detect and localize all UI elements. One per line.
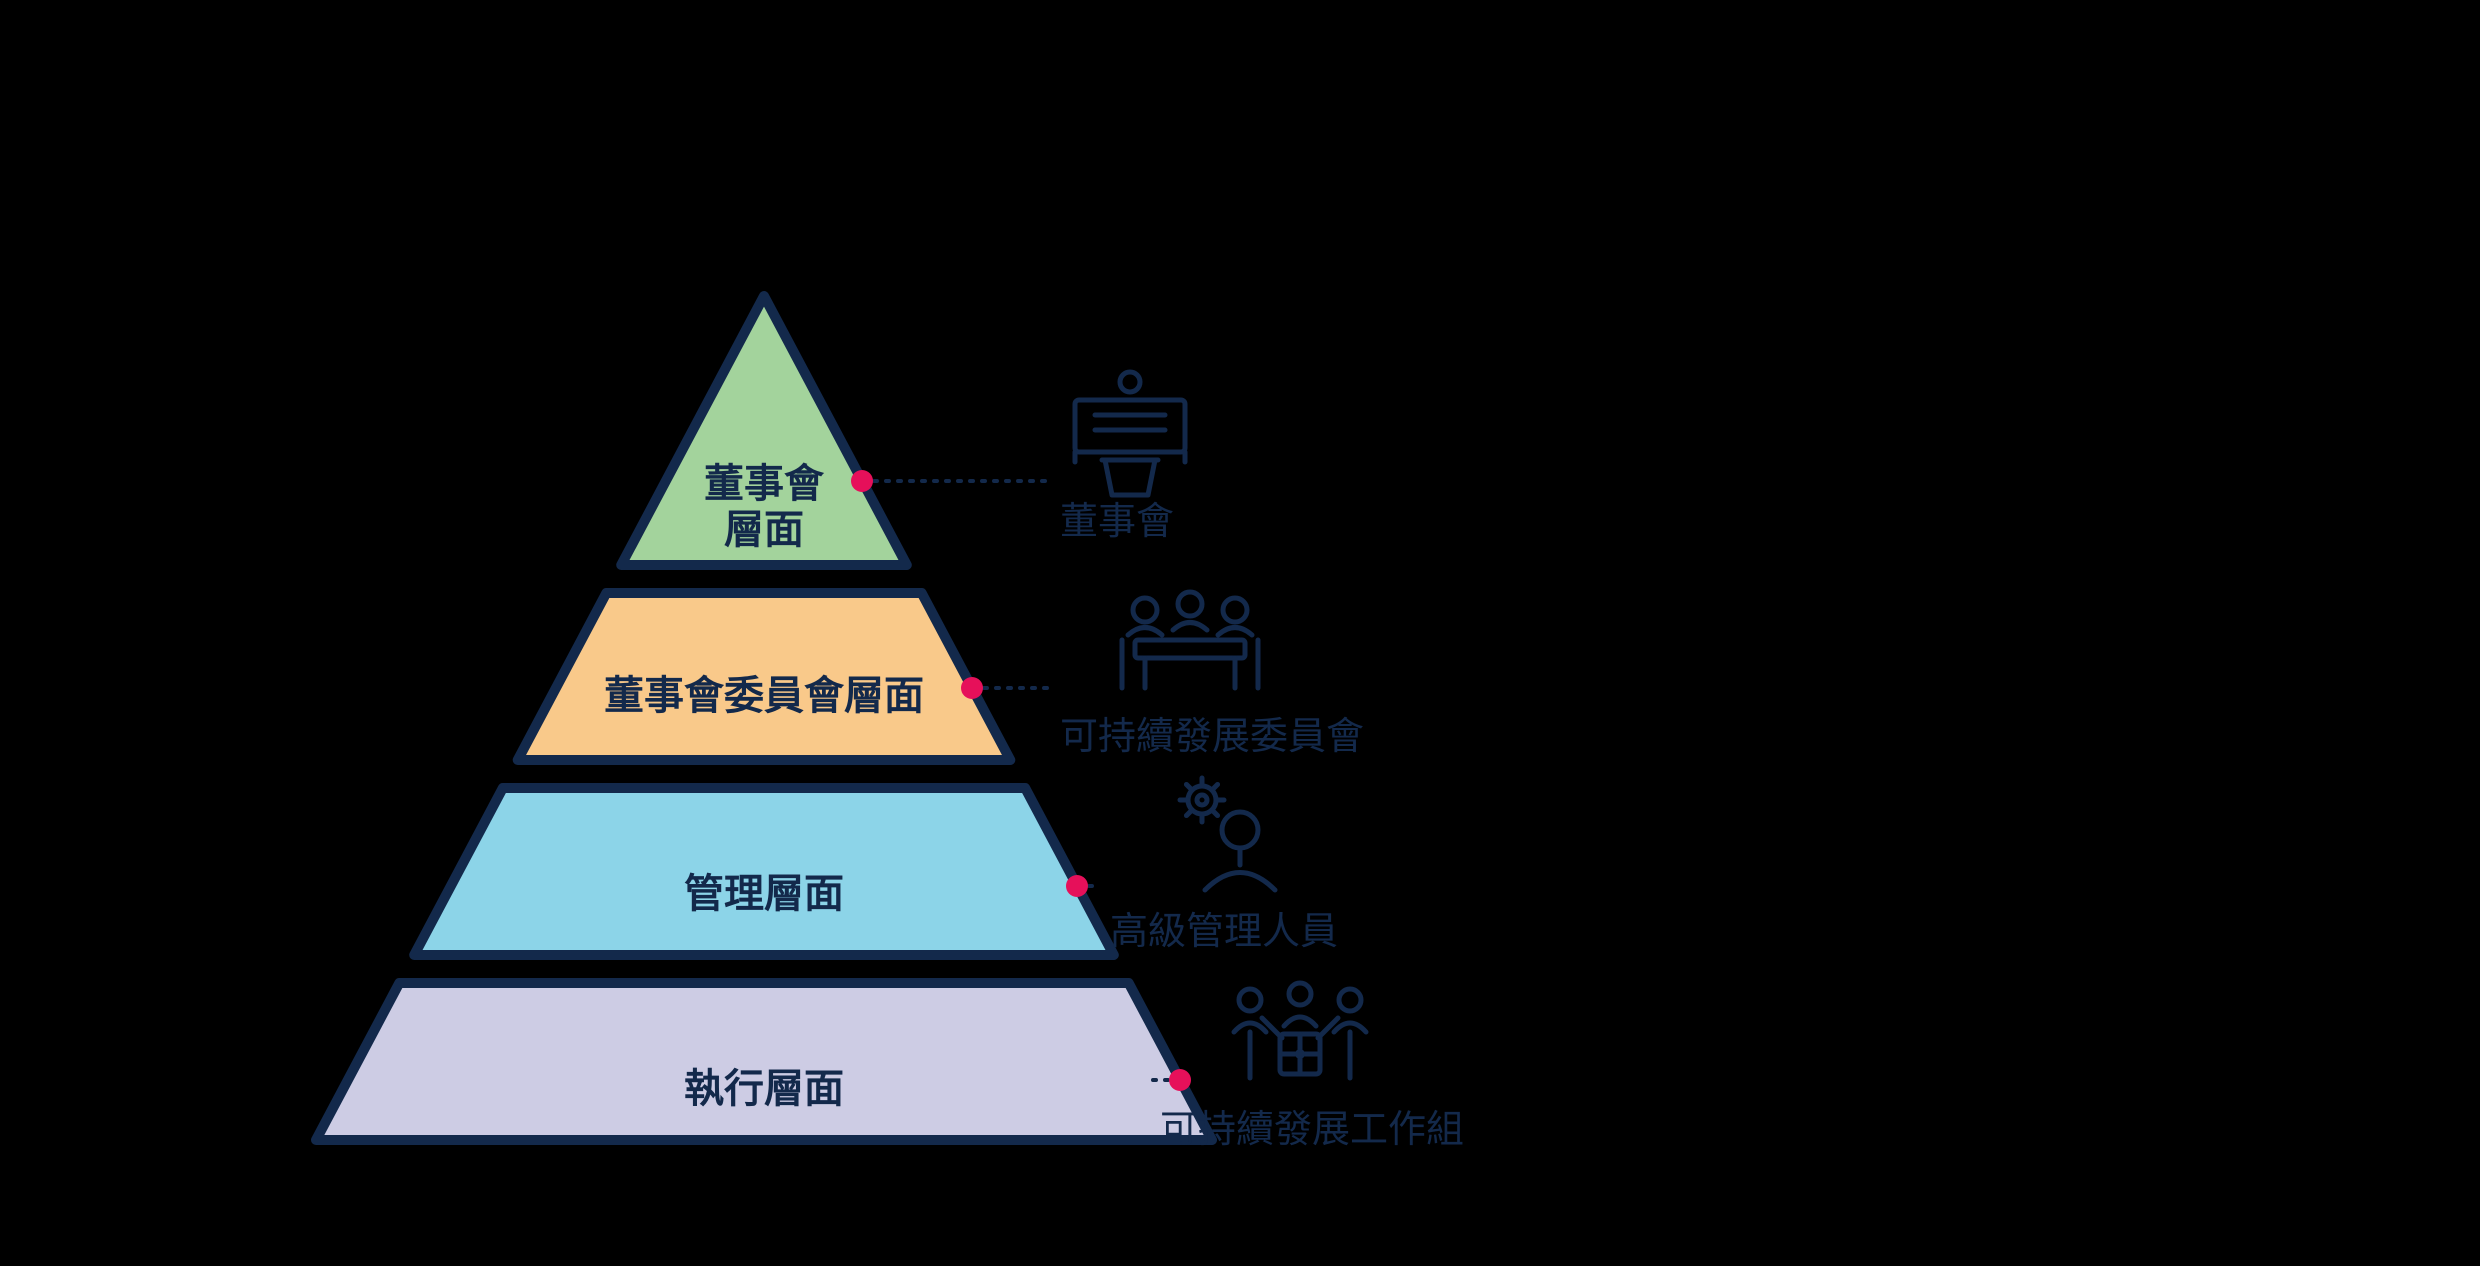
pyramid-svg xyxy=(0,0,2480,1266)
diagram-canvas: 董事會 層面董事會董事會委員會層面可持續發展委員會管理層面高級管理人員執行層面可… xyxy=(0,0,2480,1266)
tier-label-board-level: 董事會 層面 xyxy=(514,461,1014,553)
callout-label-execution-level: 可持續發展工作組 xyxy=(1160,1098,1464,1153)
callout-label-board-committee-level: 可持續發展委員會 xyxy=(1060,705,1364,760)
leader-dot-execution-level xyxy=(1169,1069,1191,1091)
tier-label-board-committee-level: 董事會委員會層面 xyxy=(514,673,1014,719)
tier-label-management-level: 管理層面 xyxy=(514,871,1014,917)
tier-label-execution-level: 執行層面 xyxy=(514,1066,1014,1112)
manager-icon xyxy=(1180,778,1275,890)
meeting-icon xyxy=(1122,592,1258,688)
team-puzzle-icon xyxy=(1234,983,1366,1078)
callout-label-management-level: 高級管理人員 xyxy=(1110,900,1338,955)
pyramid-tier-execution-level xyxy=(316,983,1212,1140)
leader-dot-management-level xyxy=(1066,875,1088,897)
callout-label-board-level: 董事會 xyxy=(1060,490,1174,545)
podium-icon xyxy=(1075,372,1185,495)
